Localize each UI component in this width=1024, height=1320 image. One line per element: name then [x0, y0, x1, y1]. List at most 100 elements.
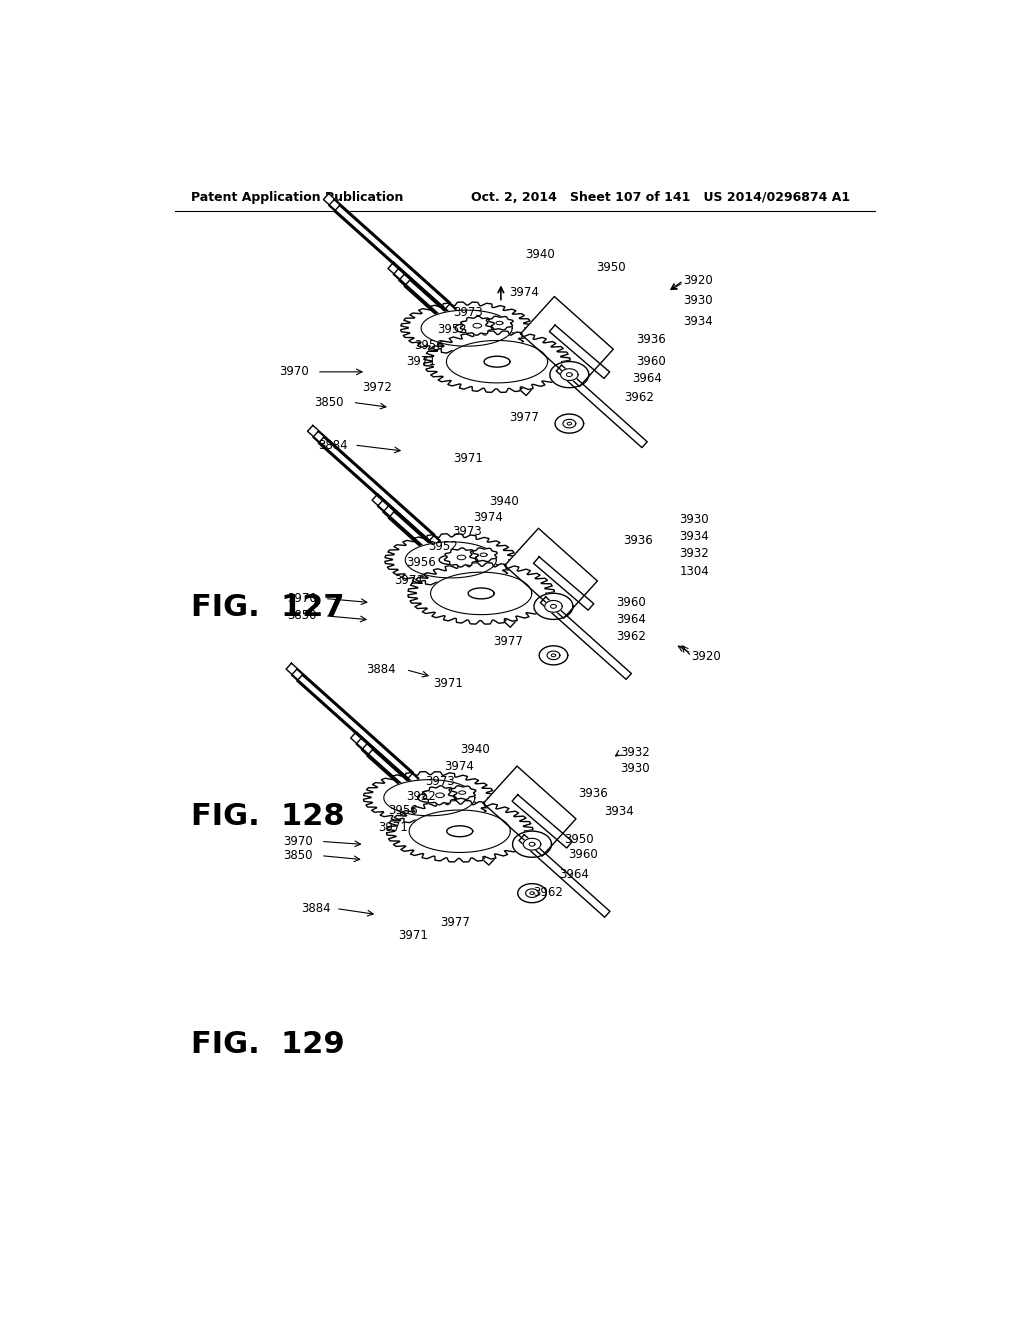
Text: 3962: 3962 [532, 886, 562, 899]
Text: 3971: 3971 [378, 821, 408, 834]
Text: 3930: 3930 [684, 294, 713, 308]
Text: 3952: 3952 [428, 540, 458, 553]
Polygon shape [446, 826, 473, 837]
Text: 3956: 3956 [414, 339, 443, 352]
Text: 3940: 3940 [460, 743, 489, 756]
Polygon shape [406, 541, 497, 578]
Text: 3974: 3974 [443, 760, 474, 772]
Text: 3934: 3934 [604, 805, 634, 818]
Polygon shape [444, 548, 478, 568]
Polygon shape [398, 275, 526, 389]
Text: 3934: 3934 [680, 531, 710, 543]
Polygon shape [540, 645, 567, 665]
Polygon shape [334, 206, 462, 321]
Polygon shape [446, 341, 548, 383]
Polygon shape [400, 799, 493, 834]
Polygon shape [518, 883, 547, 903]
Polygon shape [437, 329, 529, 364]
Text: Patent Application Publication: Patent Application Publication [191, 190, 403, 203]
Polygon shape [400, 302, 532, 354]
Text: 3930: 3930 [620, 762, 649, 775]
Polygon shape [470, 548, 498, 561]
Polygon shape [388, 512, 516, 627]
Polygon shape [372, 494, 500, 610]
Polygon shape [439, 556, 463, 565]
Text: 3960: 3960 [568, 849, 598, 861]
Text: 3884: 3884 [367, 663, 395, 676]
Text: 3971: 3971 [433, 677, 464, 690]
Polygon shape [455, 323, 478, 333]
Text: 3850: 3850 [314, 396, 344, 409]
Polygon shape [367, 750, 495, 865]
Text: 3973: 3973 [426, 775, 456, 788]
Polygon shape [460, 317, 495, 335]
Polygon shape [483, 766, 575, 857]
Text: 3936: 3936 [624, 535, 653, 546]
Polygon shape [378, 500, 505, 615]
Text: 3930: 3930 [680, 512, 710, 525]
Polygon shape [421, 310, 512, 346]
Text: 3973: 3973 [452, 525, 481, 539]
Polygon shape [550, 362, 589, 388]
Polygon shape [512, 795, 572, 847]
Text: 3932: 3932 [680, 548, 710, 560]
Polygon shape [384, 780, 475, 816]
Polygon shape [549, 325, 609, 379]
Polygon shape [329, 199, 456, 314]
Text: 3974: 3974 [473, 511, 503, 524]
Text: 3971: 3971 [397, 929, 428, 942]
Text: FIG.  128: FIG. 128 [191, 801, 345, 830]
Polygon shape [534, 593, 572, 619]
Text: 3952: 3952 [437, 322, 467, 335]
Polygon shape [424, 331, 570, 392]
Polygon shape [563, 420, 575, 428]
Text: 3950: 3950 [596, 260, 626, 273]
Text: 3950: 3950 [564, 833, 594, 846]
Polygon shape [534, 557, 594, 610]
Polygon shape [313, 432, 440, 546]
Text: 3977: 3977 [440, 916, 470, 929]
Polygon shape [364, 772, 496, 824]
Text: 3936: 3936 [636, 333, 666, 346]
Text: 3970: 3970 [279, 366, 308, 379]
Polygon shape [404, 280, 531, 396]
Text: 3960: 3960 [616, 597, 646, 609]
Text: 3973: 3973 [454, 306, 483, 319]
Text: 3884: 3884 [318, 438, 348, 451]
Polygon shape [286, 663, 414, 779]
Polygon shape [525, 888, 539, 898]
Text: 3971: 3971 [394, 574, 424, 586]
Polygon shape [449, 785, 476, 800]
Polygon shape [423, 785, 457, 805]
Text: Oct. 2, 2014   Sheet 107 of 141   US 2014/0296874 A1: Oct. 2, 2014 Sheet 107 of 141 US 2014/02… [471, 190, 850, 203]
Text: 3940: 3940 [489, 495, 519, 508]
Polygon shape [410, 810, 510, 853]
Polygon shape [386, 800, 532, 862]
Text: 3932: 3932 [620, 747, 650, 759]
Text: 3934: 3934 [684, 314, 714, 327]
Text: 3956: 3956 [388, 804, 418, 817]
Text: 3936: 3936 [578, 787, 607, 800]
Text: 3971: 3971 [406, 355, 435, 368]
Text: 3964: 3964 [632, 372, 662, 385]
Text: 3920: 3920 [691, 649, 721, 663]
Polygon shape [385, 533, 517, 586]
Polygon shape [555, 414, 584, 433]
Polygon shape [408, 562, 554, 624]
Polygon shape [292, 669, 419, 784]
Polygon shape [324, 194, 451, 309]
Polygon shape [547, 651, 560, 660]
Polygon shape [520, 297, 613, 387]
Text: 3952: 3952 [406, 791, 435, 803]
Polygon shape [484, 356, 510, 367]
Polygon shape [383, 506, 511, 622]
Polygon shape [468, 587, 495, 599]
Polygon shape [297, 675, 424, 791]
Text: 3971: 3971 [454, 451, 483, 465]
Polygon shape [422, 561, 514, 597]
Text: 3964: 3964 [559, 869, 589, 882]
Text: 3974: 3974 [509, 286, 539, 300]
Text: 3970: 3970 [283, 836, 312, 847]
Text: 3960: 3960 [636, 355, 666, 368]
Polygon shape [356, 738, 483, 853]
